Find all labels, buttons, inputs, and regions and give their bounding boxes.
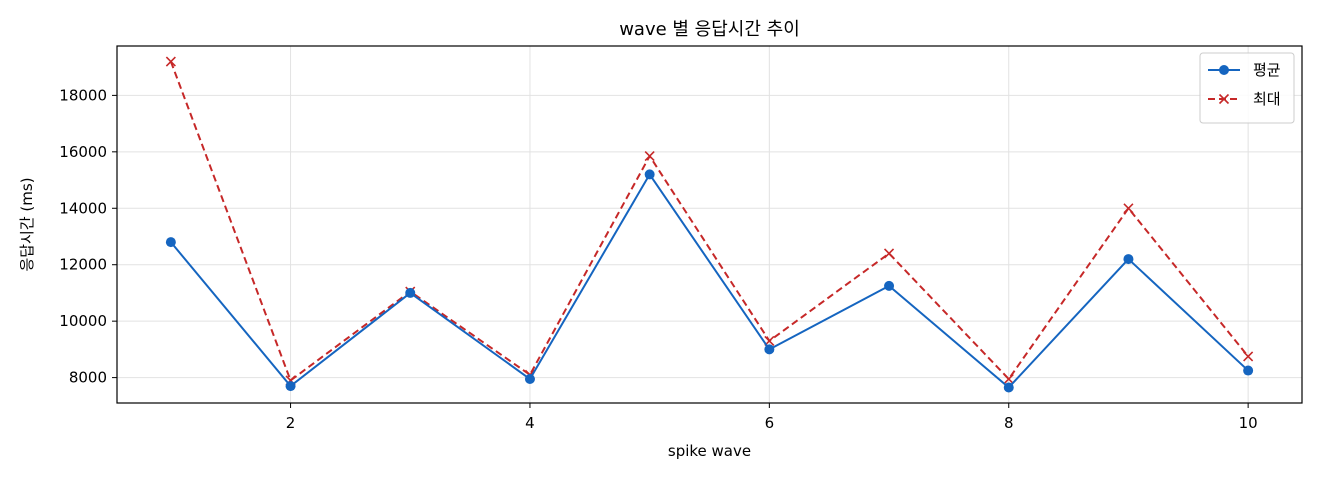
data-point <box>884 280 895 291</box>
data-point <box>165 237 176 248</box>
y-tick-label: 12000 <box>59 256 107 274</box>
grid <box>117 46 1302 403</box>
data-point <box>285 381 296 392</box>
legend-item: 평균 <box>1208 61 1281 79</box>
plot-area-frame <box>116 45 1303 404</box>
legend-item: 최대 <box>1208 90 1281 108</box>
data-point <box>644 169 655 180</box>
x-tick-label: 4 <box>525 414 535 432</box>
legend-label: 평균 <box>1253 61 1281 79</box>
x-tick-label: 8 <box>1004 414 1014 432</box>
y-tick-label: 10000 <box>59 312 107 330</box>
x-tick-label: 10 <box>1239 414 1258 432</box>
series-line <box>169 61 1249 382</box>
series-layer <box>165 56 1254 393</box>
y-tick-label: 18000 <box>59 86 107 104</box>
y-tick-label: 16000 <box>59 143 107 161</box>
data-point <box>1003 382 1014 393</box>
y-tick-label: 14000 <box>59 199 107 217</box>
data-point <box>524 374 535 385</box>
data-point <box>165 56 176 67</box>
legend-marker <box>1219 65 1229 75</box>
series-0 <box>165 169 1254 393</box>
data-point <box>1243 351 1254 362</box>
y-tick-label: 8000 <box>69 369 107 387</box>
data-point <box>1003 373 1014 385</box>
data-point <box>405 287 416 298</box>
data-point <box>1123 203 1134 214</box>
data-point <box>764 344 775 355</box>
data-point <box>644 150 655 162</box>
x-tick-label: 6 <box>765 414 775 432</box>
legend-label: 최대 <box>1253 90 1281 108</box>
chart-title: wave 별 응답시간 추이 <box>619 19 800 40</box>
data-point <box>883 248 895 259</box>
data-point <box>1123 254 1134 265</box>
series-line <box>170 173 1249 389</box>
y-axis-title: 응답시간 (ms) <box>18 177 36 271</box>
legend-marker <box>1218 93 1230 105</box>
x-tick-label: 2 <box>286 414 296 432</box>
axis-ticks: 2 4 6 8 10 8000 10000 12000 14000 16000 18000 <box>59 86 1257 432</box>
x-axis-title: spike wave <box>668 442 751 460</box>
data-point <box>1243 365 1254 376</box>
